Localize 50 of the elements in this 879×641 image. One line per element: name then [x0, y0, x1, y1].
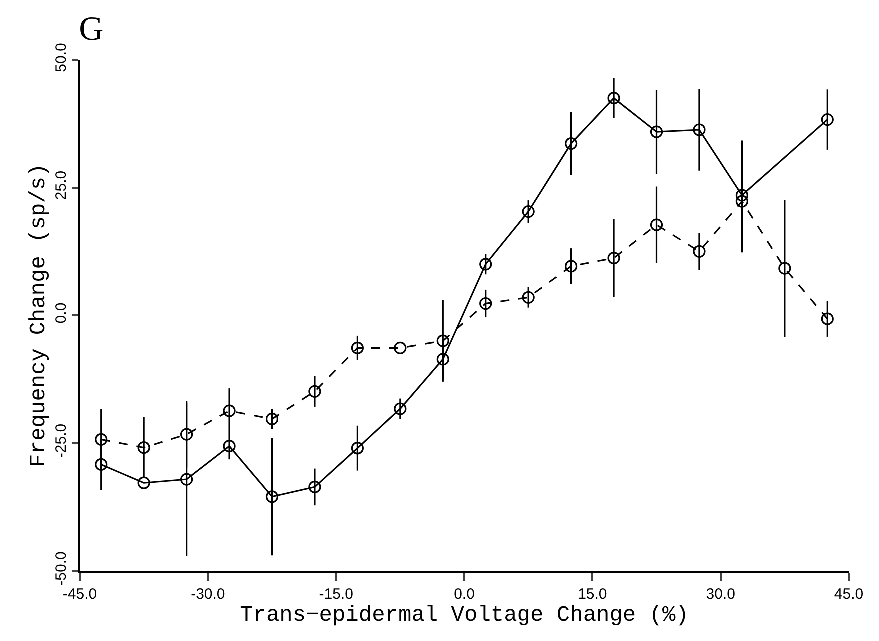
point [821, 312, 834, 326]
x-axis-title: Trans−epidermal Voltage Change (%) [240, 603, 689, 628]
point [693, 124, 706, 136]
x-tick-label: 0.0 [454, 586, 475, 603]
point [522, 205, 535, 218]
point [436, 334, 450, 348]
point [693, 245, 706, 258]
point [394, 342, 407, 354]
point [394, 402, 407, 416]
point [308, 480, 322, 494]
point [565, 138, 578, 150]
y-tick-label: 50.0 [53, 43, 70, 72]
x-tick-label: 15.0 [578, 586, 608, 603]
point [180, 473, 194, 486]
point [522, 291, 535, 304]
x-tick-label: 30.0 [706, 586, 736, 603]
y-tick-label: 25.0 [53, 170, 70, 200]
x-tick-label: -45.0 [62, 586, 98, 603]
y-tick-label: -25.0 [53, 424, 70, 458]
x-tick-label: 45.0 [834, 586, 864, 603]
point [608, 252, 620, 265]
point [308, 385, 322, 398]
point [480, 297, 492, 310]
x-tick-label: -30.0 [191, 586, 226, 603]
point [778, 262, 792, 275]
point [650, 126, 664, 138]
point [565, 260, 578, 273]
point [351, 442, 364, 455]
x-tick-label: -15.0 [319, 586, 354, 603]
y-tick-label: 0.0 [53, 302, 70, 324]
point [138, 476, 150, 490]
y-tick-label: -50.0 [53, 552, 70, 586]
point [223, 404, 236, 418]
point [351, 342, 364, 354]
point [223, 440, 236, 453]
point [736, 189, 748, 202]
point [266, 490, 279, 504]
point [821, 113, 834, 126]
point [650, 218, 664, 232]
y-axis-title: Frequency Change (sp/s) [26, 164, 52, 468]
point [480, 258, 492, 271]
point [436, 353, 450, 366]
point [180, 428, 194, 441]
chart-title: G [79, 10, 104, 48]
point [736, 195, 748, 208]
point [95, 458, 108, 472]
point [608, 92, 620, 105]
point [266, 412, 279, 426]
point [95, 433, 108, 446]
point [138, 442, 150, 454]
